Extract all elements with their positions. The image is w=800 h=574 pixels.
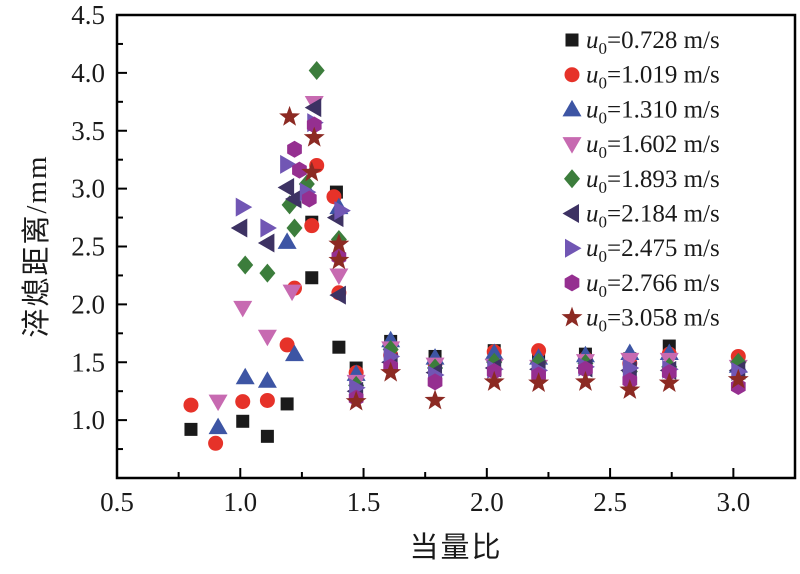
legend-marker-triangle-left: [562, 204, 579, 223]
legend-marker-triangle-right: [565, 238, 582, 258]
legend-marker-hexagon: [564, 274, 580, 292]
legend-marker-triangle-down: [562, 137, 582, 154]
legend: u0=0.728 m/s u0=1.019 m/su0=1.310 m/s u0=1…: [561, 27, 720, 336]
legend-label: u0=1.602 m/s: [586, 131, 720, 162]
tick-labels: 0.5 1.0 1.5 2.0 2.5 3.0 1.0 1.5 2.0 2.5 3.0 3.5 4.0 4…: [71, 0, 750, 517]
x-tick-label: 2.5: [593, 487, 627, 517]
legend-label: u0=3.058 m/s: [586, 305, 720, 336]
y-axis-title: 淬熄距离/mm: [21, 154, 53, 338]
legend-marker-star: [561, 306, 583, 327]
legend-marker-diamond: [564, 169, 580, 189]
legend-label: u0=0.728 m/s: [586, 27, 720, 58]
y-tick-label: 3.5: [71, 116, 105, 146]
x-axis-title: 当量比: [409, 532, 503, 564]
series-star: [279, 105, 749, 411]
plot-frame: [115, 13, 797, 480]
x-tick-label: 3.0: [716, 487, 750, 517]
legend-marker-triangle-up: [562, 99, 582, 117]
y-tick-label: 1.5: [71, 347, 105, 377]
legend-label: u0=1.019 m/s: [586, 62, 720, 93]
x-tick-label: 0.5: [100, 487, 134, 517]
legend-label: u0=2.475 m/s: [586, 235, 720, 266]
x-tick-label: 1.5: [347, 487, 381, 517]
y-tick-label: 2.0: [71, 289, 105, 319]
legend-label: u0=2.184 m/s: [586, 201, 720, 232]
y-tick-label: 2.5: [71, 232, 105, 262]
legend-marker-square: [565, 33, 579, 47]
y-tick-label: 4.0: [71, 58, 105, 88]
legend-label: u0=2.766 m/s: [586, 270, 720, 301]
y-tick-label: 3.0: [71, 174, 105, 204]
y-tick-label: 4.5: [71, 0, 105, 30]
legend-label: u0=1.893 m/s: [586, 166, 720, 197]
legend-label: u0=1.310 m/s: [586, 96, 720, 127]
x-tick-label: 1.0: [223, 487, 257, 517]
legend-marker-circle: [564, 67, 580, 83]
x-tick-label: 2.0: [470, 487, 504, 517]
y-tick-label: 1.0: [71, 405, 105, 435]
